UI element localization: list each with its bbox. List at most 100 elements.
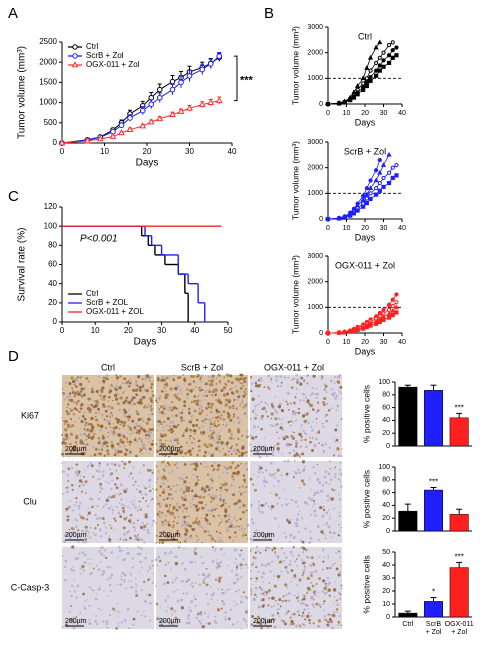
nucleus (120, 621, 124, 624)
stain (224, 405, 226, 407)
nucleus (293, 535, 296, 538)
nucleus (252, 562, 255, 564)
nucleus (111, 512, 114, 514)
stain (292, 545, 295, 549)
stain (145, 375, 149, 379)
stain (80, 419, 84, 424)
stain (71, 424, 74, 427)
legend-label: OGX-011 + Zol (86, 60, 140, 69)
nucleus (68, 537, 72, 540)
stain (101, 403, 105, 407)
nucleus (270, 492, 273, 494)
nucleus (309, 563, 313, 567)
stain (115, 417, 118, 421)
nucleus (83, 445, 87, 449)
stain (214, 578, 218, 581)
stain (83, 475, 85, 478)
nucleus (155, 396, 158, 399)
nucleus (280, 418, 283, 421)
nucleus (304, 445, 308, 449)
nucleus (183, 567, 187, 571)
stain (97, 452, 100, 455)
stain (119, 396, 123, 400)
nucleus (257, 507, 261, 510)
nucleus (257, 465, 260, 468)
nucleus (106, 566, 109, 569)
stain (85, 376, 89, 380)
stain (124, 452, 128, 456)
stain (259, 622, 263, 626)
stain (301, 615, 304, 617)
x-tick-label: 20 (361, 339, 369, 346)
nucleus (190, 584, 192, 587)
stain (163, 469, 166, 472)
nucleus (61, 626, 64, 628)
stain (206, 473, 210, 477)
nucleus (178, 411, 181, 415)
x-tick-label: 10 (343, 225, 351, 232)
stain (272, 546, 276, 550)
stain (172, 506, 176, 511)
stain (159, 506, 161, 508)
stain (109, 416, 112, 419)
nucleus (162, 619, 166, 623)
stain (263, 448, 266, 451)
nucleus (286, 391, 290, 395)
stain (228, 536, 232, 539)
stain (189, 463, 192, 466)
stain (204, 517, 207, 520)
y-tick-label: 60 (382, 489, 390, 496)
marker (337, 330, 342, 335)
nucleus (181, 523, 184, 526)
stain (176, 529, 179, 533)
stain (203, 489, 207, 493)
nucleus (79, 475, 82, 478)
stain (163, 413, 166, 415)
stain (338, 550, 341, 553)
marker (198, 100, 206, 107)
marker (361, 204, 366, 209)
nucleus (209, 513, 212, 516)
nucleus (311, 386, 315, 390)
stain (157, 420, 160, 423)
nucleus (266, 626, 270, 629)
stain (129, 472, 133, 475)
marker (377, 39, 383, 45)
nucleus (310, 489, 313, 491)
nucleus (165, 390, 168, 393)
stain (306, 401, 309, 404)
stain (81, 415, 85, 418)
nucleus (300, 427, 303, 430)
y-axis-label: Tumor volume (mm³) (290, 255, 300, 334)
marker (386, 311, 392, 316)
nucleus (155, 496, 158, 499)
nucleus (223, 480, 226, 482)
stain (120, 420, 124, 424)
nucleus (143, 513, 146, 516)
stain (139, 508, 142, 511)
nucleus (67, 395, 71, 398)
nucleus (119, 483, 123, 487)
nucleus (324, 481, 328, 485)
nucleus (238, 490, 242, 494)
nucleus (66, 474, 69, 477)
nucleus (151, 581, 154, 585)
stain (121, 440, 125, 444)
stain (304, 618, 307, 621)
stain (282, 437, 286, 441)
stain (222, 501, 225, 503)
stain (243, 491, 245, 493)
stain (237, 525, 240, 528)
stain (232, 415, 236, 418)
nucleus (143, 610, 145, 612)
nucleus (234, 604, 237, 607)
nucleus (132, 521, 136, 525)
stain (61, 417, 63, 419)
stain (246, 538, 249, 540)
nucleus (177, 477, 179, 480)
nucleus (122, 549, 125, 552)
stain (115, 469, 118, 472)
stain (242, 534, 245, 537)
y-tick-label: 3000 (307, 253, 323, 260)
nucleus (320, 377, 324, 380)
